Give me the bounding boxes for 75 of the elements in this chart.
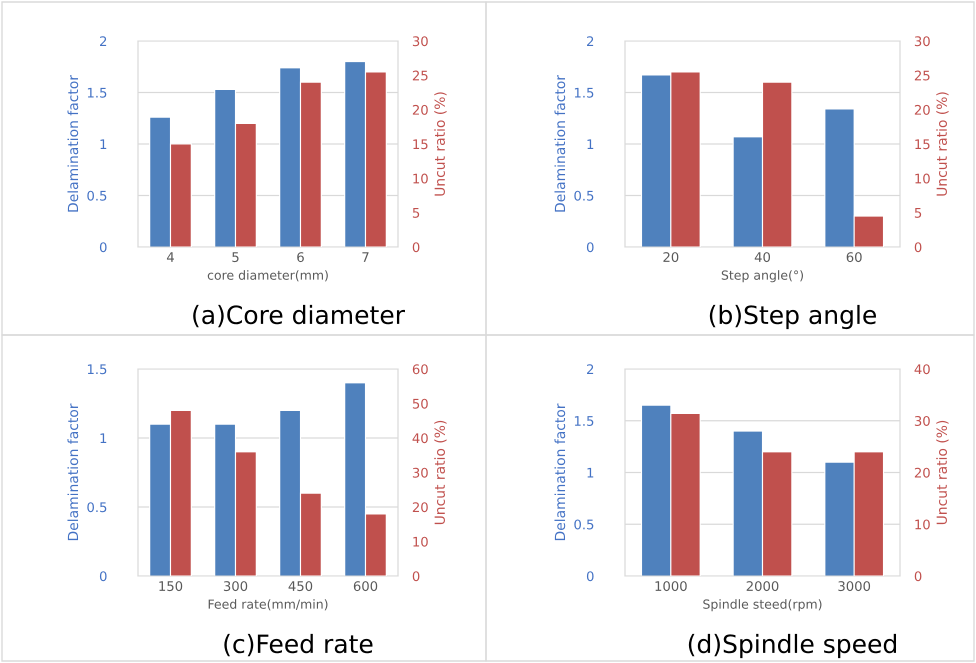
y2-tick-label: 0 xyxy=(412,571,420,582)
y2-tick-label: 30 xyxy=(412,36,428,46)
y2-tick-label: 25 xyxy=(914,70,930,81)
y2-tick-label: 5 xyxy=(914,208,922,218)
y-tick-label: 0 xyxy=(586,242,594,252)
y2-tick-label: 30 xyxy=(914,36,930,46)
y-tick-label: 2 xyxy=(587,364,594,374)
y2-tick-label: 10 xyxy=(915,519,930,530)
y-tick-label: 1 xyxy=(588,139,594,150)
y2-tick-label: 10 xyxy=(915,174,930,184)
y2-tick-label: 20 xyxy=(914,104,930,115)
y2-tick-label: 40 xyxy=(412,433,428,444)
y2-tick-label: 10 xyxy=(413,174,428,184)
y2-tick-label: 20 xyxy=(914,468,930,478)
y-axis-title: Delamination factor xyxy=(554,403,566,540)
x-axis-title: Step angle(°) xyxy=(722,270,803,282)
y-tick-label: 1.5 xyxy=(88,364,106,374)
y2-tick-label: 5 xyxy=(412,208,420,218)
y-tick-label: 1 xyxy=(100,433,106,444)
y-tick-label: 1.5 xyxy=(88,88,106,98)
y-tick-label: 1.5 xyxy=(574,88,594,98)
y2-tick-label: 15 xyxy=(413,139,428,150)
y-tick-label: 2 xyxy=(100,36,106,46)
x-tick-label: 2000 xyxy=(746,581,778,592)
y-tick-label: 0.5 xyxy=(574,519,594,530)
y2-tick-label: 0 xyxy=(914,571,922,582)
y-tick-label: 0 xyxy=(100,571,107,582)
y2-tick-label: 60 xyxy=(412,364,428,374)
y-axis-title: Delamination factor xyxy=(67,403,78,540)
y-axis-title: Delamination factor xyxy=(554,74,566,212)
x-axis-title: Spindle steed(rpm) xyxy=(703,599,822,612)
x-tick-label: 300 xyxy=(224,581,248,592)
x-tick-label: 450 xyxy=(288,581,312,592)
y2-tick-label: 20 xyxy=(412,502,428,512)
y-tick-label: 0 xyxy=(586,571,594,582)
x-tick-label: 600 xyxy=(354,581,378,592)
y2-tick-label: 15 xyxy=(915,139,930,150)
y-tick-label: 1.5 xyxy=(574,416,594,426)
y2-axis-title: Uncut ratio (%) xyxy=(936,420,949,524)
x-tick-label: 5 xyxy=(232,252,239,262)
x-axis-title: core diameter(mm) xyxy=(208,270,328,282)
y2-tick-label: 0 xyxy=(412,242,420,252)
y2-axis-title: Uncut ratio (%) xyxy=(936,92,949,196)
x-axis-title: Feed rate(mm/min) xyxy=(208,599,328,610)
y-tick-label: 0.5 xyxy=(87,190,106,201)
y-tick-label: 0.5 xyxy=(87,502,106,512)
x-tick-label: 20 xyxy=(663,252,678,262)
x-tick-label: 60 xyxy=(846,252,862,262)
y2-tick-label: 20 xyxy=(412,104,428,115)
y2-axis-title: Uncut ratio (%) xyxy=(434,92,447,196)
text: (a)Core diameter xyxy=(193,304,405,328)
x-tick-label: 150 xyxy=(159,581,182,592)
y2-tick-label: 25 xyxy=(412,70,428,81)
x-tick-label: 7 xyxy=(362,252,369,262)
x-tick-label: 3000 xyxy=(838,581,870,592)
y2-tick-label: 0 xyxy=(914,242,922,252)
y-tick-label: 0 xyxy=(100,242,107,252)
x-tick-label: 40 xyxy=(754,252,770,262)
text: (c)Feed rate xyxy=(224,634,372,656)
text: (b)Step angle xyxy=(710,304,876,330)
y2-tick-label: 50 xyxy=(412,398,428,409)
x-tick-label: 4 xyxy=(166,252,174,262)
x-tick-label: 1000 xyxy=(655,581,687,592)
y-tick-label: 1 xyxy=(588,468,594,478)
text: (d)Spindle speed xyxy=(688,634,896,658)
y-tick-label: 0.5 xyxy=(574,190,594,201)
y2-tick-label: 40 xyxy=(914,364,930,374)
y2-tick-label: 10 xyxy=(413,536,428,547)
y-tick-label: 1 xyxy=(100,139,106,150)
y2-tick-label: 30 xyxy=(914,416,930,426)
y2-tick-label: 30 xyxy=(412,468,428,478)
y-axis-title: Delamination factor xyxy=(67,74,78,212)
y-tick-label: 2 xyxy=(587,36,594,46)
y2-axis-title: Uncut ratio (%) xyxy=(434,420,447,524)
x-tick-label: 6 xyxy=(297,252,304,262)
